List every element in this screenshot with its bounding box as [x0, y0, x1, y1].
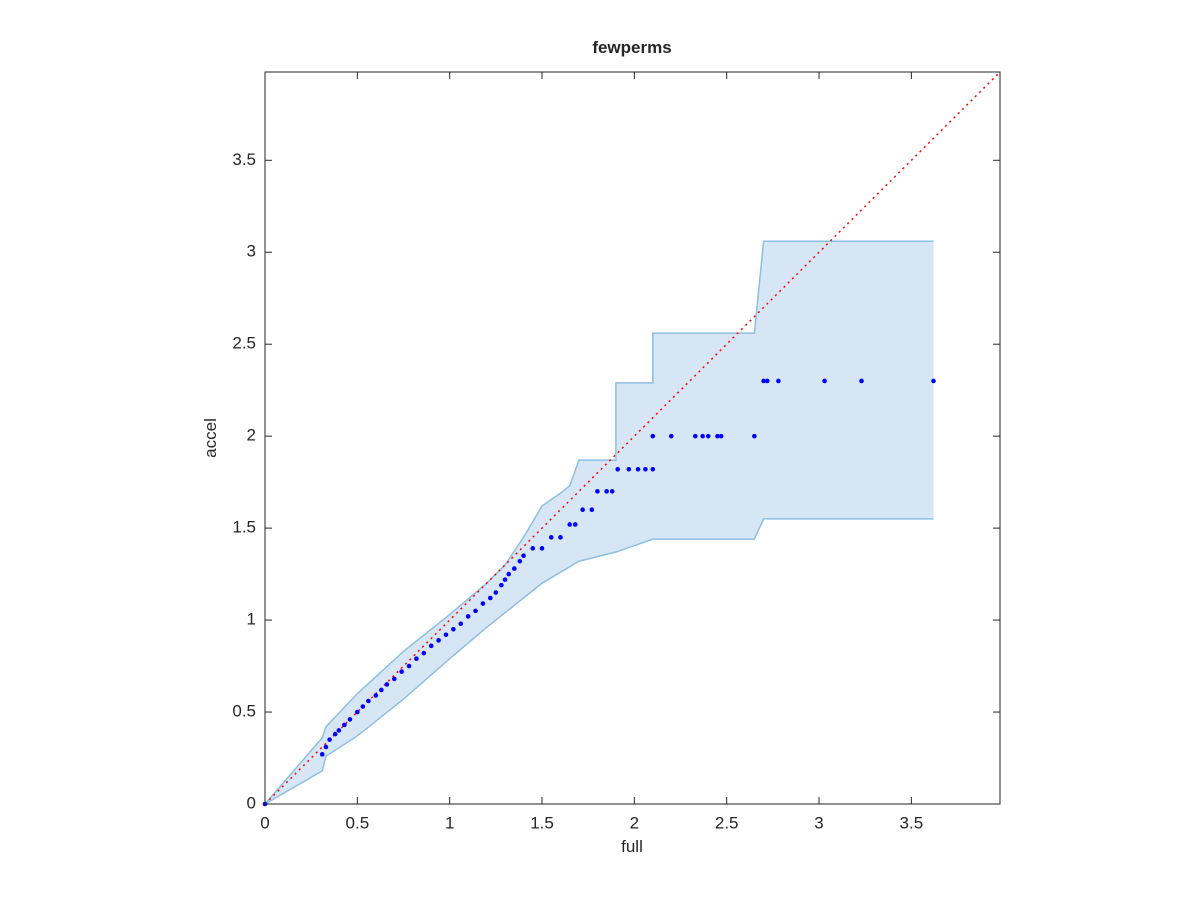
point: [436, 638, 441, 643]
point: [342, 722, 347, 728]
point: [604, 489, 609, 494]
x-tick-label: 0.5: [346, 813, 370, 832]
point: [715, 433, 720, 439]
point: [473, 608, 478, 614]
y-tick-label: 0: [247, 793, 256, 812]
point: [488, 595, 493, 601]
point: [517, 558, 523, 564]
point: [580, 507, 585, 513]
point: [650, 466, 656, 472]
point: [502, 577, 508, 582]
x-axis-label: full: [621, 837, 643, 856]
point: [323, 744, 329, 750]
y-tick-label: 1: [247, 610, 256, 629]
point: [567, 522, 573, 527]
x-tick-label: 3.5: [900, 813, 924, 832]
band-upper: [264, 240, 934, 805]
point: [859, 378, 864, 384]
point: [319, 752, 325, 757]
point: [336, 728, 342, 733]
point: [406, 663, 412, 669]
point: [705, 433, 711, 439]
point: [480, 601, 486, 606]
point: [399, 669, 404, 674]
point: [458, 621, 464, 627]
point: [595, 489, 600, 494]
point: [752, 433, 757, 439]
point: [379, 687, 384, 693]
point: [626, 466, 632, 472]
x-tick-label: 1.5: [530, 813, 554, 832]
y-axis-label: accel: [201, 418, 220, 458]
chart-title: fewperms: [592, 38, 671, 57]
y-tick-label: 0.5: [232, 702, 256, 721]
point: [465, 614, 471, 619]
point: [366, 698, 371, 704]
y-tick-label: 1.5: [232, 518, 256, 537]
point: [643, 466, 648, 472]
x-tick-label: 3: [814, 813, 823, 832]
point: [493, 590, 499, 595]
y-tick-label: 2: [247, 426, 256, 445]
x-tick-label: 1: [445, 813, 454, 832]
point: [761, 378, 766, 384]
axes-box: [264, 71, 1001, 805]
point: [428, 643, 434, 649]
point: [373, 693, 379, 698]
reference-line: [264, 71, 1001, 805]
point: [776, 378, 781, 384]
point: [499, 582, 504, 588]
point: [521, 553, 526, 559]
point: [451, 626, 456, 632]
point: [650, 433, 656, 439]
x-tick-label: 2.5: [715, 813, 739, 832]
point: [692, 433, 698, 439]
point: [558, 535, 563, 540]
x-tick-label: 0: [260, 813, 269, 832]
y-tick-label: 3: [247, 242, 256, 261]
point: [443, 632, 449, 638]
y-tick-label: 2.5: [232, 334, 256, 353]
point: [822, 378, 827, 384]
point: [506, 571, 512, 577]
y-tick-label: 3.5: [232, 150, 256, 169]
point: [609, 489, 615, 494]
point: [548, 535, 554, 540]
point: [530, 546, 536, 551]
point: [615, 466, 621, 472]
x-tick-label: 2: [630, 813, 639, 832]
point: [512, 566, 517, 571]
point: [718, 433, 724, 439]
point: [572, 522, 578, 527]
band-lower: [264, 518, 934, 805]
point: [391, 676, 397, 682]
point: [360, 704, 366, 709]
point: [765, 378, 770, 384]
point: [668, 433, 674, 439]
point: [539, 546, 545, 551]
point: [589, 507, 595, 513]
point: [635, 466, 641, 472]
point: [414, 656, 419, 662]
point: [421, 650, 427, 656]
point: [384, 682, 390, 687]
point: [355, 709, 360, 715]
point: [327, 737, 332, 742]
point: [332, 731, 338, 737]
point: [700, 433, 705, 439]
point: [347, 717, 353, 722]
point: [931, 378, 936, 384]
